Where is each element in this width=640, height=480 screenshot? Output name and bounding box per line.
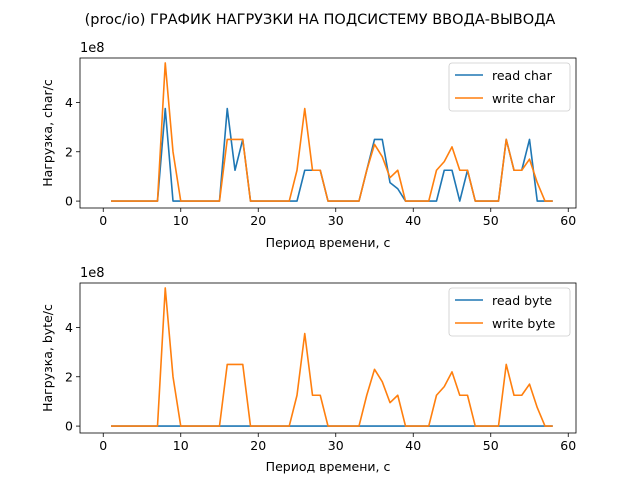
tick-group-byte: 0 10 20 30 40 50 60 0 2 4 (65, 320, 576, 453)
x-tick-label-byte: 40 (405, 438, 421, 453)
legend-label-read-byte: read byte (492, 293, 552, 308)
y-tick-label-byte: 0 (65, 419, 73, 434)
axes-frame-char (79, 57, 577, 209)
legend-label-write-byte: write byte (492, 316, 556, 331)
y-tick-label-byte: 4 (65, 320, 73, 335)
y-axis-label-byte: Нагрузка, byte/с (40, 304, 55, 412)
x-tick-label-byte: 10 (173, 438, 189, 453)
y-tick-label-char: 4 (65, 95, 73, 110)
chart-byte: 1e8 0 10 20 30 40 50 60 0 2 4 Период времени, с Н… (40, 266, 577, 474)
x-axis-label-char: Период времени, с (266, 235, 391, 250)
x-tick-label-char: 20 (250, 213, 266, 228)
series-group-byte (111, 287, 553, 427)
x-tick-label-byte: 30 (328, 438, 344, 453)
x-tick-label-byte: 60 (560, 438, 576, 453)
x-tick-label-char: 30 (328, 213, 344, 228)
chart-char: 1e8 0 10 20 30 40 50 60 0 2 4 Период времени, с Н… (40, 41, 577, 250)
x-tick-label-char: 0 (99, 213, 107, 228)
legend-label-write-char: write char (492, 91, 556, 106)
y-axis-label-char: Нагрузка, char/с (40, 79, 55, 187)
x-tick-label-char: 50 (483, 213, 499, 228)
x-tick-label-char: 10 (173, 213, 189, 228)
y-tick-label-byte: 2 (65, 369, 73, 384)
x-tick-label-byte: 20 (250, 438, 266, 453)
offset-label-char: 1e8 (80, 41, 105, 56)
legend-label-read-char: read char (492, 68, 553, 83)
x-tick-label-byte: 50 (483, 438, 499, 453)
y-tick-label-char: 0 (65, 194, 73, 209)
legend-char: read char write char (448, 62, 571, 112)
offset-label-byte: 1e8 (80, 266, 105, 281)
series-line-write-char (111, 62, 553, 202)
x-tick-label-byte: 0 (99, 438, 107, 453)
series-group-char (111, 62, 553, 202)
x-tick-label-char: 60 (560, 213, 576, 228)
y-tick-label-char: 2 (65, 144, 73, 159)
series-line-read-char (111, 107, 553, 202)
x-tick-label-char: 40 (405, 213, 421, 228)
x-axis-label-byte: Период времени, с (266, 459, 391, 474)
series-line-write-byte (111, 287, 553, 427)
figure-title: (proc/io) ГРАФИК НАГРУЗКИ НА ПОДСИСТЕМУ … (85, 12, 556, 28)
legend-byte: read byte write byte (448, 287, 571, 337)
tick-group-char: 0 10 20 30 40 50 60 0 2 4 (65, 95, 576, 228)
axes-frame-byte (79, 282, 577, 434)
